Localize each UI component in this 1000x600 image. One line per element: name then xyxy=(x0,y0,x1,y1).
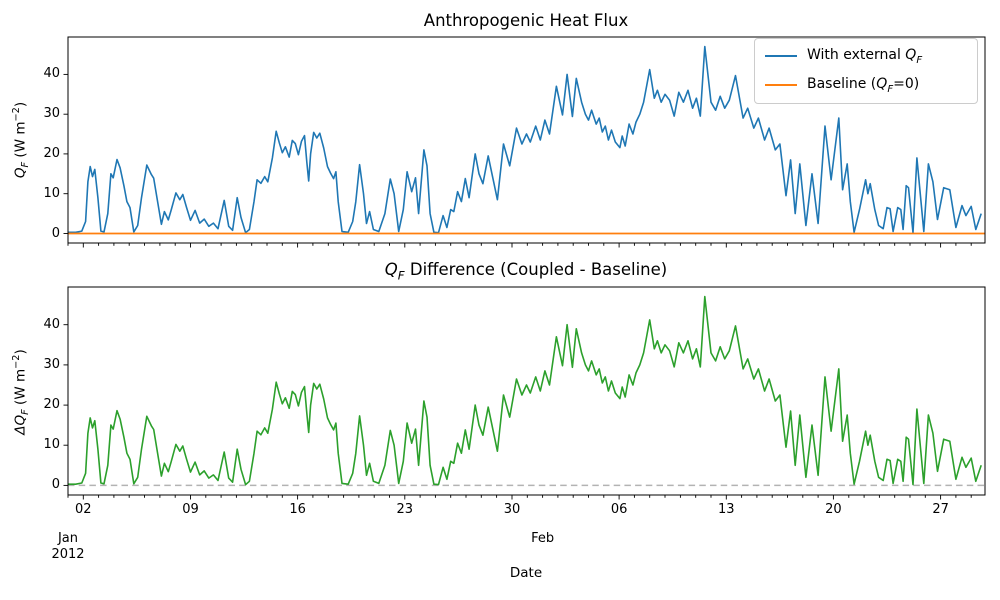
legend-entry-1: Baseline (QF=0) xyxy=(765,76,967,95)
y-tick-label-panel-1: 40 xyxy=(43,316,60,332)
legend: With external QF Baseline (QF=0) xyxy=(754,38,978,104)
y-tick-label-panel-1: 30 xyxy=(43,356,60,372)
y-tick-label-panel-0: 40 xyxy=(43,66,60,82)
y-tick-label-panel-0: 20 xyxy=(43,145,60,161)
y-tick-label-panel-1: 20 xyxy=(43,397,60,413)
panel-0-frame xyxy=(67,36,986,244)
legend-line-swatch xyxy=(765,55,797,58)
bottom-chart-title: QF Difference (Coupled - Baseline) xyxy=(384,260,668,283)
legend-entry-0: With external QF xyxy=(765,47,967,66)
y-tick-label-panel-0: 10 xyxy=(43,185,60,201)
x-tick-label-23: 23 xyxy=(396,502,414,517)
legend-label: Baseline (QF=0) xyxy=(807,75,920,95)
month-label-feb: Feb xyxy=(531,531,555,546)
y-tick-label-panel-1: 0 xyxy=(51,477,60,493)
x-tick-label-09: 09 xyxy=(182,502,199,517)
qf-difference-line xyxy=(68,295,982,486)
panel-1-frame xyxy=(67,286,986,496)
month-label-jan: Jan xyxy=(57,531,79,546)
top-chart-title: Anthropogenic Heat Flux xyxy=(423,11,629,30)
legend-label: With external QF xyxy=(807,47,923,66)
x-tick-label-13: 13 xyxy=(718,502,735,517)
legend-line-swatch xyxy=(765,84,797,87)
x-tick-label-06: 06 xyxy=(610,502,628,517)
x-tick-label-16: 16 xyxy=(289,502,306,517)
with-external-qf-line xyxy=(68,45,982,234)
x-tick-label-20: 20 xyxy=(825,502,842,517)
y-tick-label-panel-0: 30 xyxy=(43,106,60,122)
x-tick-label-02: 02 xyxy=(75,502,92,517)
y-tick-label-panel-1: 10 xyxy=(43,437,60,453)
x-tick-label-27: 27 xyxy=(932,502,949,517)
y-tick-label-panel-0: 0 xyxy=(51,225,60,241)
x-axis-label: Date xyxy=(509,565,543,581)
x-tick-label-30: 30 xyxy=(503,502,521,517)
year-label: 2012 xyxy=(51,547,85,562)
